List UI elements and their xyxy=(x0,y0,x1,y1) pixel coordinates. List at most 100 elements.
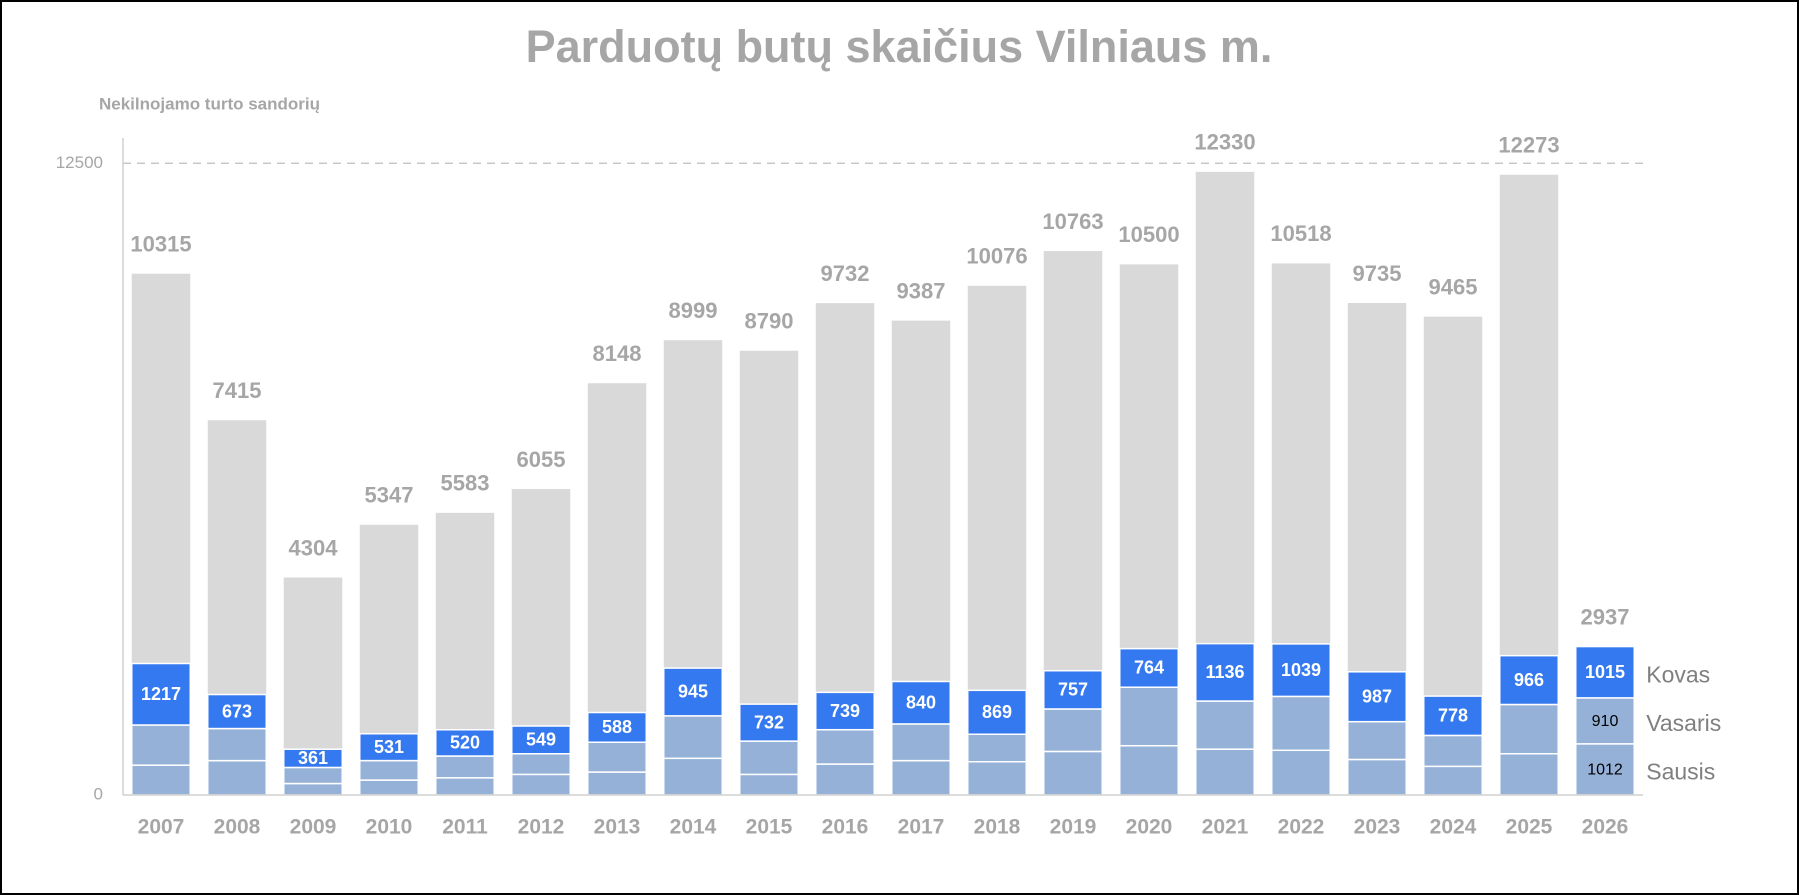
y-tick-label: 12500 xyxy=(56,153,103,172)
data-label: 739 xyxy=(830,701,860,721)
total-label: 7415 xyxy=(213,378,262,403)
data-label: 520 xyxy=(450,733,480,753)
data-label: 531 xyxy=(374,737,404,757)
legend-label: Vasaris xyxy=(1646,710,1721,736)
bar-segment xyxy=(1194,748,1256,796)
x-tick-label: 2025 xyxy=(1506,816,1553,839)
data-label: 910 xyxy=(1592,713,1619,730)
x-tick-label: 2012 xyxy=(518,816,565,839)
data-label: 945 xyxy=(678,682,708,702)
bar-segment xyxy=(282,782,344,796)
x-tick-label: 2010 xyxy=(366,816,413,839)
bar-segment xyxy=(738,703,800,742)
x-tick-label: 2015 xyxy=(746,816,793,839)
x-tick-label: 2007 xyxy=(138,816,185,839)
legend-label: Sausis xyxy=(1646,759,1715,785)
bar-segment xyxy=(890,723,952,762)
bar-segment xyxy=(1422,734,1484,768)
bar-segment xyxy=(510,753,572,776)
bar-segment xyxy=(1574,645,1636,699)
data-label: 869 xyxy=(982,702,1012,722)
bar-segment xyxy=(206,727,268,762)
total-label: 10500 xyxy=(1118,222,1179,247)
bar-segment xyxy=(1498,753,1560,796)
data-label: 732 xyxy=(754,712,784,732)
bar-segment xyxy=(358,759,420,781)
total-label: 4304 xyxy=(289,535,339,560)
bar-segment xyxy=(1346,758,1408,796)
total-label: 9465 xyxy=(1429,274,1478,299)
data-label: 549 xyxy=(526,730,556,750)
total-label: 5583 xyxy=(441,471,490,496)
data-label: 1217 xyxy=(141,684,181,704)
bar-segment xyxy=(662,757,724,796)
bar-segment xyxy=(586,711,648,743)
bar-segment xyxy=(130,764,192,796)
data-label: 764 xyxy=(1134,658,1164,678)
y-tick-label: 0 xyxy=(94,784,103,803)
bar-segment xyxy=(434,729,496,757)
bar-segment xyxy=(814,763,876,796)
bar-segment xyxy=(814,691,876,731)
total-label: 8999 xyxy=(669,298,718,323)
total-label: 8790 xyxy=(745,309,794,334)
bar-segment xyxy=(890,680,952,725)
x-tick-label: 2008 xyxy=(214,816,261,839)
bar-segment xyxy=(738,773,800,796)
bar-segment xyxy=(434,777,496,796)
bar-segment xyxy=(1574,697,1636,745)
bar-segment xyxy=(1422,695,1484,737)
x-tick-label: 2022 xyxy=(1278,816,1325,839)
bar-segment xyxy=(1270,749,1332,796)
bar-segment xyxy=(130,662,192,726)
data-label: 1012 xyxy=(1587,762,1623,779)
data-label: 1015 xyxy=(1585,662,1625,682)
total-label: 12273 xyxy=(1498,133,1559,158)
bar-segment xyxy=(1270,643,1332,698)
bar-segment xyxy=(586,771,648,796)
total-label: 8148 xyxy=(593,341,642,366)
bar-segment xyxy=(1118,647,1180,689)
bar-segment xyxy=(282,766,344,785)
bar-segment xyxy=(662,715,724,760)
data-label: 1136 xyxy=(1205,662,1244,682)
total-label: 10518 xyxy=(1270,221,1331,246)
legend-label: Kovas xyxy=(1646,661,1710,687)
data-label: 361 xyxy=(298,748,328,768)
bar-segment xyxy=(1118,744,1180,796)
x-tick-label: 2026 xyxy=(1582,816,1629,839)
x-tick-label: 2014 xyxy=(670,816,717,839)
x-tick-label: 2019 xyxy=(1050,816,1097,839)
total-label: 9732 xyxy=(821,261,870,286)
total-label: 9387 xyxy=(897,278,946,303)
data-label: 1039 xyxy=(1281,660,1321,680)
bar-segment xyxy=(358,732,420,762)
bar-segment xyxy=(206,759,268,796)
bar-segment xyxy=(738,740,800,776)
x-tick-label: 2024 xyxy=(1430,816,1477,839)
data-label: 778 xyxy=(1438,706,1468,726)
total-label: 6055 xyxy=(517,447,566,472)
bar-segment xyxy=(1042,708,1104,753)
total-label: 5347 xyxy=(365,483,414,508)
data-label: 588 xyxy=(602,717,632,737)
bar-segment xyxy=(1194,700,1256,750)
bar-segment xyxy=(434,755,496,779)
bar-segment xyxy=(1498,703,1560,755)
bar-segment xyxy=(130,724,192,766)
bar-segment xyxy=(966,733,1028,763)
bar-segment xyxy=(1194,642,1256,702)
bar-segment xyxy=(966,689,1028,736)
bar-segment xyxy=(890,759,952,796)
bar-segment xyxy=(1042,669,1104,710)
bar-segment xyxy=(966,760,1028,796)
x-tick-label: 2021 xyxy=(1202,816,1249,839)
x-tick-label: 2018 xyxy=(974,816,1021,839)
data-label: 966 xyxy=(1514,670,1544,690)
bar-segment xyxy=(1346,720,1408,761)
bar-segment xyxy=(1422,765,1484,796)
total-label: 12330 xyxy=(1194,130,1255,155)
bar-segment xyxy=(282,748,344,769)
total-label: 2937 xyxy=(1581,604,1630,629)
